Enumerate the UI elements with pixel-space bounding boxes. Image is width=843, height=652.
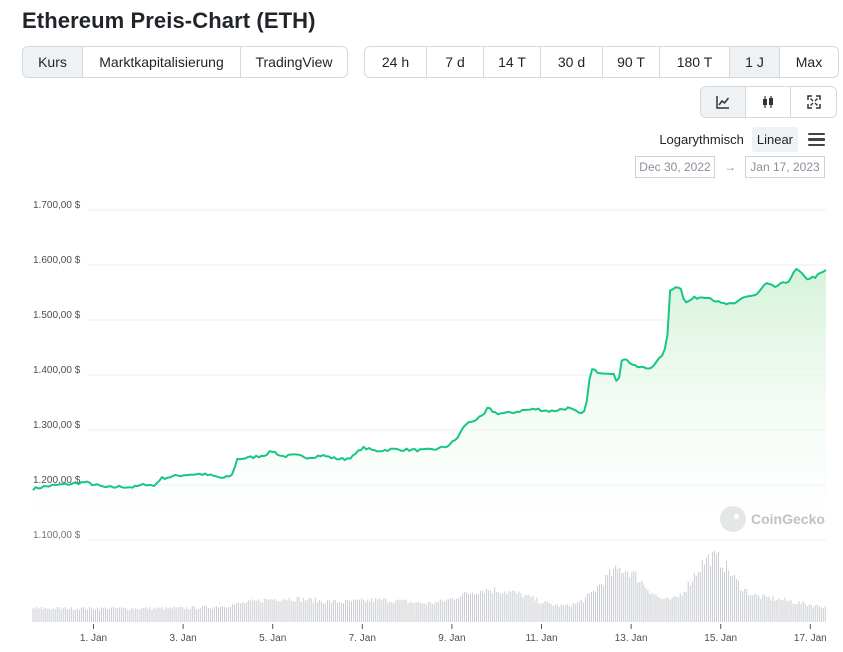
- x-tick-label: 17. Jan: [794, 633, 827, 644]
- range-24-h[interactable]: 24 h: [365, 47, 427, 77]
- x-tick-label: 11. Jan: [525, 633, 557, 644]
- arrow-right-icon: →: [724, 160, 736, 174]
- range-14-t[interactable]: 14 T: [484, 47, 541, 77]
- volume-bars: [32, 550, 826, 622]
- x-tick-label: 13. Jan: [615, 633, 648, 644]
- y-tick-label: 1.600,00 $: [33, 255, 81, 266]
- view-mode-buttons: [700, 86, 837, 118]
- candlestick-icon: [761, 95, 775, 109]
- fullscreen-view-button[interactable]: [791, 87, 836, 117]
- chart-type-tabs: Kurs Marktkapitalisierung TradingView: [22, 46, 348, 78]
- y-tick-label: 1.500,00 $: [33, 310, 81, 321]
- range-1-j[interactable]: 1 J: [730, 47, 780, 77]
- gecko-logo-icon: [720, 506, 746, 532]
- date-to-input[interactable]: Jan 17, 2023: [745, 156, 825, 178]
- y-tick-label: 1.300,00 $: [33, 420, 81, 431]
- hamburger-menu-icon[interactable]: [808, 130, 825, 150]
- price-line[interactable]: [32, 267, 827, 491]
- y-tick-label: 1.700,00 $: [33, 200, 81, 211]
- x-tick-label: 3. Jan: [169, 633, 196, 644]
- x-tick-label: 7. Jan: [349, 633, 376, 644]
- scale-toggle: Logarythmisch Linear: [651, 127, 825, 152]
- y-tick-label: 1.400,00 $: [33, 365, 81, 376]
- page-title: Ethereum Preis-Chart (ETH): [22, 8, 316, 33]
- date-from-input[interactable]: Dec 30, 2022: [635, 156, 715, 178]
- watermark-text: CoinGecko: [751, 511, 825, 527]
- scale-logarithmic-option[interactable]: Logarythmisch: [659, 132, 744, 147]
- tab-tradingview[interactable]: TradingView: [255, 54, 333, 70]
- x-tick-label: 1. Jan: [80, 633, 107, 644]
- line-chart-icon: [716, 95, 730, 109]
- coingecko-watermark: CoinGecko: [720, 506, 825, 532]
- range-7-d[interactable]: 7 d: [427, 47, 484, 77]
- x-tick-label: 9. Jan: [438, 633, 465, 644]
- x-tick-label: 15. Jan: [704, 633, 737, 644]
- line-chart-view-button[interactable]: [701, 87, 746, 117]
- y-tick-label: 1.200,00 $: [33, 475, 81, 486]
- range-max[interactable]: Max: [795, 54, 823, 70]
- price-area-fill: [33, 268, 826, 540]
- fullscreen-icon: [806, 95, 821, 109]
- range-90-t[interactable]: 90 T: [603, 47, 660, 77]
- range-30-d[interactable]: 30 d: [541, 47, 603, 77]
- scale-linear-option[interactable]: Linear: [751, 127, 798, 152]
- date-range: Dec 30, 2022 → Jan 17, 2023: [635, 156, 825, 178]
- candlestick-view-button[interactable]: [746, 87, 791, 117]
- tab-marktkapitalisierung[interactable]: Marktkapitalisierung: [83, 47, 241, 77]
- x-tick-label: 5. Jan: [259, 633, 286, 644]
- tab-kurs[interactable]: Kurs: [23, 47, 83, 77]
- range-180-t[interactable]: 180 T: [660, 47, 730, 77]
